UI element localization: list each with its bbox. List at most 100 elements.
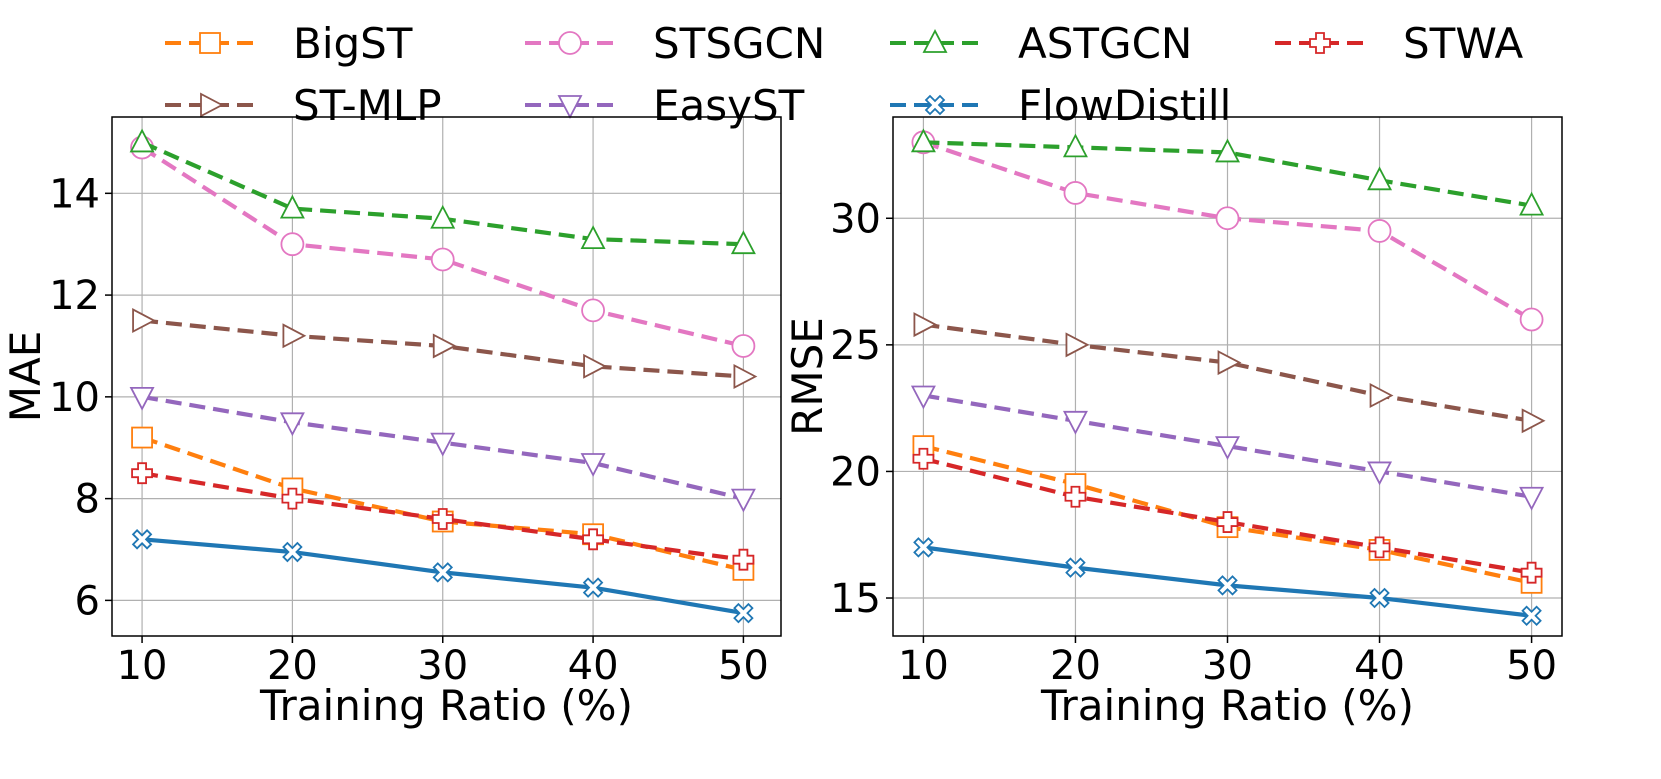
rmse-point-astgcn (910, 128, 936, 153)
legend-marker-bigst (199, 32, 221, 54)
legend-entry-flowdistill: FlowDistill (890, 81, 1231, 130)
rmse-point-astgcn (1062, 133, 1088, 158)
mae-xtick-label: 30 (417, 643, 468, 689)
mae-xtick-label: 40 (568, 643, 619, 689)
mae-point-easyst (430, 432, 456, 457)
rmse-point-easyst (1062, 410, 1088, 435)
mae-xtick-label: 10 (117, 643, 168, 689)
mae-point-stsgcn (430, 247, 455, 272)
legend-label-st-mlp: ST-MLP (293, 81, 442, 130)
legend: BigST STSGCN ASTGCN STWA ST-MLP EasyST FlowDis… (165, 19, 1524, 130)
rmse-ytick-label: 20 (830, 449, 881, 495)
mae-point-astgcn (730, 230, 756, 255)
legend-entry-stwa: STWA (1275, 19, 1524, 68)
rmse-line-astgcn (923, 140, 1532, 208)
rmse-ytick-label: 25 (830, 323, 881, 369)
mae-point-easyst (279, 412, 305, 437)
rmse-point-astgcn (1367, 166, 1393, 191)
rmse-point-easyst (1519, 486, 1545, 511)
legend-entry-stsgcn: STSGCN (525, 19, 825, 68)
rmse-point-st-mlp (1369, 383, 1394, 408)
legend-marker-stsgcn (558, 31, 582, 55)
mae-point-stwa (431, 508, 454, 530)
mae-series-st-mlp (132, 308, 758, 389)
mae-point-st-mlp (132, 308, 157, 334)
rmse-point-st-mlp (913, 312, 938, 338)
mae-xtick-label: 50 (718, 643, 769, 689)
mae-point-flowdistill (131, 529, 153, 550)
rmse-point-stwa (1520, 561, 1543, 584)
rmse-series-st-mlp (913, 312, 1546, 434)
mae-point-easyst (129, 386, 155, 411)
mae-line-easyst (141, 394, 744, 501)
mae-point-st-mlp (733, 364, 758, 389)
rmse-point-stsgcn (1215, 206, 1240, 231)
mae-point-st-mlp (282, 323, 307, 349)
rmse-point-easyst (910, 385, 936, 410)
mae-y-axis-title: MAE (1, 331, 50, 423)
rmse-point-flowdistill (1065, 557, 1086, 578)
mae-ytick-label: 12 (49, 273, 100, 319)
legend-label-astgcn: ASTGCN (1018, 19, 1192, 68)
legend-marker-st-mlp (200, 92, 224, 118)
rmse-x-axis-title: Training Ratio (%) (1040, 681, 1414, 730)
mae-point-flowdistill (733, 602, 754, 624)
legend-label-stwa: STWA (1403, 19, 1524, 68)
rmse-point-st-mlp (1217, 350, 1242, 376)
mae-point-stwa (582, 528, 604, 551)
mae-series-easyst (129, 386, 756, 513)
rmse-point-stwa (1368, 536, 1391, 559)
rmse-point-easyst (1367, 461, 1393, 486)
legend-marker-astgcn (922, 29, 948, 53)
legend-label-flowdistill: FlowDistill (1018, 81, 1231, 130)
rmse-xtick-label: 50 (1506, 643, 1557, 689)
rmse-point-st-mlp (1065, 332, 1090, 358)
mae-series-astgcn (129, 128, 756, 255)
mae-plot-frame (111, 116, 782, 637)
mae-ytick-label: 10 (49, 375, 100, 421)
rmse-point-flowdistill (1369, 587, 1390, 609)
rmse-point-flowdistill (913, 537, 934, 558)
mae-x-axis-title: Training Ratio (%) (259, 681, 633, 730)
mae-ytick-label: 6 (75, 578, 100, 624)
rmse-point-easyst (1215, 436, 1240, 461)
mae-point-flowdistill (432, 562, 454, 583)
rmse-point-stsgcn (1519, 307, 1544, 332)
rmse-point-stsgcn (1063, 181, 1088, 205)
rmse-point-flowdistill (1521, 605, 1542, 627)
rmse-series-flowdistill (913, 537, 1542, 627)
mae-point-flowdistill (282, 541, 303, 563)
mae-point-st-mlp (583, 353, 608, 379)
rmse-xtick-label: 30 (1202, 643, 1253, 689)
rmse-series-easyst (910, 385, 1545, 511)
mae-point-stwa (281, 487, 304, 510)
mae-line-stsgcn (140, 145, 744, 349)
mae-line-stwa (141, 471, 744, 562)
mae-ytick-label: 14 (49, 171, 100, 217)
mae-point-astgcn (129, 128, 155, 153)
legend-entry-bigst: BigST (165, 19, 413, 68)
rmse-point-astgcn (1215, 138, 1240, 163)
rmse-xtick-label: 40 (1354, 643, 1405, 689)
legend-label-bigst: BigST (293, 19, 413, 68)
mae-point-stsgcn (280, 232, 305, 257)
rmse-line-easyst (923, 393, 1532, 499)
mae-ytick-label: 8 (75, 477, 100, 523)
rmse-series-astgcn (910, 128, 1545, 216)
rmse-point-stsgcn (1367, 219, 1392, 243)
mae-point-stwa (131, 462, 153, 485)
rmse-point-astgcn (1519, 191, 1545, 216)
rmse-line-st-mlp (923, 322, 1532, 423)
mae-series-stwa (131, 462, 755, 571)
rmse-point-st-mlp (1521, 408, 1546, 434)
mae-point-stwa (732, 548, 755, 571)
rmse-point-flowdistill (1217, 575, 1238, 596)
legend-entry-astgcn: ASTGCN (890, 19, 1192, 68)
rmse-xtick-label: 10 (898, 643, 949, 689)
mae-series-flowdistill (131, 529, 754, 624)
rmse-y-axis-title: RMSE (783, 317, 832, 436)
mae-point-astgcn (279, 194, 305, 219)
mae-point-flowdistill (582, 577, 604, 598)
